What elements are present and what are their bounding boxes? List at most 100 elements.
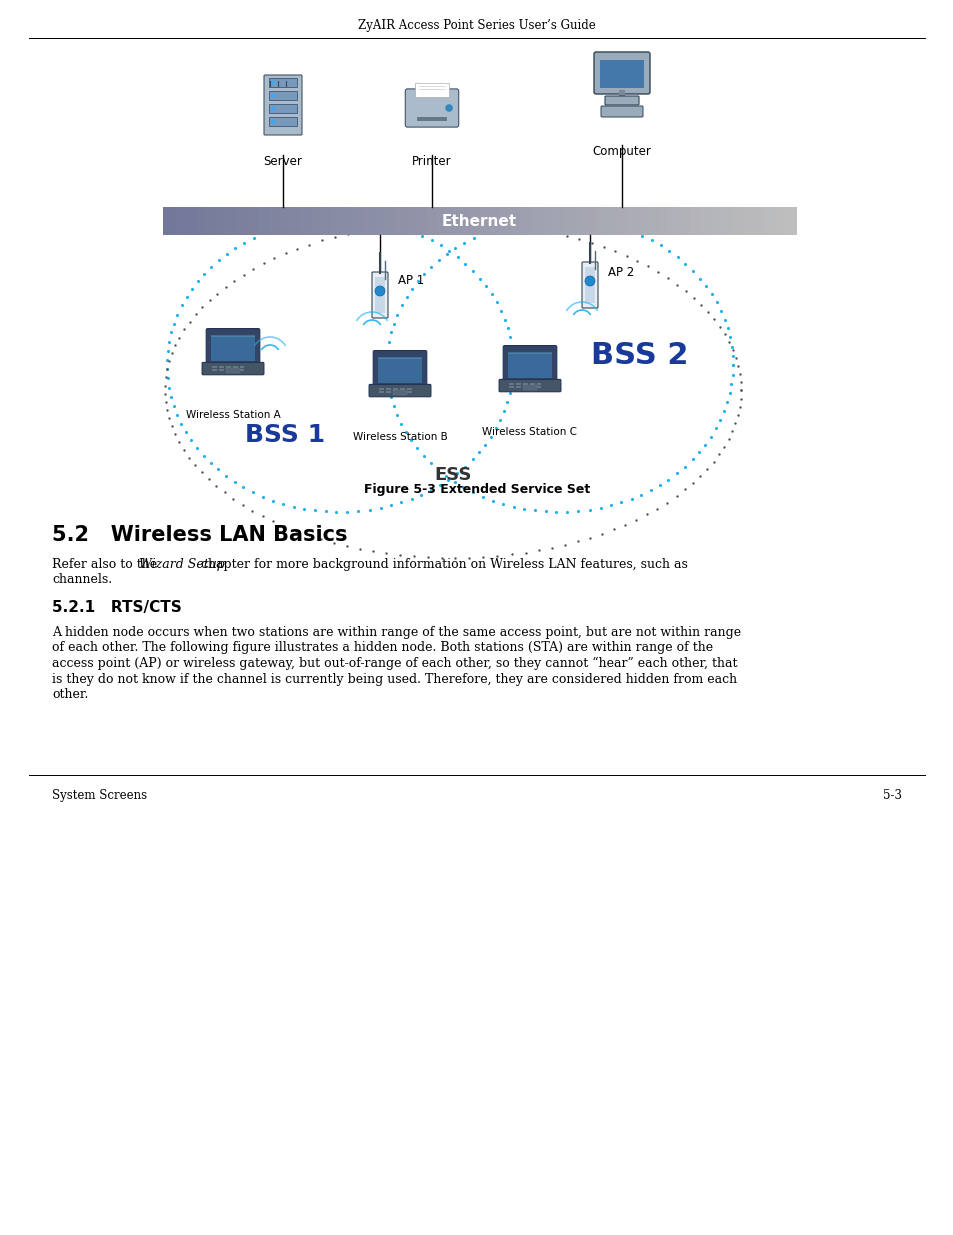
Bar — [563, 207, 575, 235]
Bar — [669, 207, 680, 235]
Point — [476, 214, 492, 233]
Bar — [784, 207, 796, 235]
Bar — [377, 357, 421, 359]
Point — [721, 327, 737, 347]
Bar — [511, 207, 522, 235]
Point — [629, 251, 644, 270]
Point — [277, 243, 293, 263]
Bar — [239, 369, 244, 372]
Point — [404, 279, 419, 299]
Point — [581, 210, 597, 230]
Point — [502, 327, 517, 347]
Point — [202, 290, 217, 310]
Point — [255, 253, 271, 273]
Point — [633, 485, 648, 505]
Point — [464, 261, 479, 280]
Point — [727, 348, 742, 368]
Bar — [163, 207, 174, 235]
Point — [613, 493, 628, 513]
FancyBboxPatch shape — [604, 96, 639, 105]
Point — [379, 368, 395, 388]
Point — [618, 246, 634, 266]
Point — [732, 389, 747, 409]
Bar — [271, 82, 274, 84]
Point — [447, 548, 462, 568]
Point — [706, 309, 721, 329]
Bar — [290, 207, 301, 235]
Point — [716, 437, 731, 457]
Bar — [516, 383, 520, 385]
Point — [318, 209, 334, 228]
Point — [362, 210, 377, 230]
Point — [464, 450, 479, 469]
Point — [421, 212, 436, 232]
Point — [218, 466, 233, 485]
Bar — [311, 207, 322, 235]
Circle shape — [375, 287, 385, 296]
Point — [386, 395, 401, 415]
Point — [226, 489, 241, 509]
Point — [496, 216, 511, 236]
Point — [711, 445, 726, 464]
Point — [227, 270, 242, 290]
Text: BSS 1: BSS 1 — [245, 424, 325, 447]
Point — [172, 327, 187, 347]
Bar — [508, 352, 551, 354]
Point — [178, 422, 193, 442]
Bar — [205, 207, 216, 235]
Bar — [379, 391, 383, 394]
Point — [548, 503, 563, 522]
Point — [717, 325, 732, 345]
Point — [254, 506, 270, 526]
Point — [702, 427, 718, 447]
Bar — [279, 207, 291, 235]
Bar — [530, 383, 534, 385]
Point — [731, 398, 746, 417]
Bar — [374, 207, 385, 235]
Point — [373, 498, 388, 517]
FancyBboxPatch shape — [581, 262, 598, 308]
Point — [660, 469, 676, 489]
Point — [713, 301, 728, 321]
Point — [693, 295, 708, 315]
Point — [560, 209, 576, 228]
Point — [203, 453, 218, 473]
Point — [410, 272, 425, 291]
Text: access point (AP) or wireless gateway, but out-of-range of each other, so they c: access point (AP) or wireless gateway, b… — [52, 657, 737, 671]
Point — [184, 431, 199, 451]
Point — [362, 500, 377, 520]
Text: ZyAIR Access Point Series User’s Guide: ZyAIR Access Point Series User’s Guide — [357, 19, 596, 32]
Bar — [219, 366, 224, 368]
Point — [724, 346, 740, 366]
Point — [537, 501, 553, 521]
Point — [194, 298, 210, 317]
Point — [499, 393, 515, 412]
Point — [699, 459, 714, 479]
Point — [227, 472, 242, 492]
Point — [639, 257, 655, 277]
Bar — [763, 207, 775, 235]
Bar — [239, 366, 244, 368]
Point — [392, 546, 407, 566]
Text: is they do not know if the channel is currently being used. Therefore, they are : is they do not know if the channel is cu… — [52, 673, 737, 685]
Point — [518, 217, 534, 237]
Point — [163, 387, 178, 406]
Bar — [479, 207, 491, 235]
Point — [433, 236, 448, 256]
Point — [559, 501, 575, 521]
Point — [504, 346, 519, 366]
Point — [652, 475, 667, 495]
Point — [496, 401, 511, 421]
Bar — [219, 369, 224, 372]
Point — [732, 372, 747, 391]
Text: Computer: Computer — [592, 144, 651, 158]
Bar — [599, 61, 643, 88]
Text: Server: Server — [263, 156, 302, 168]
Point — [266, 220, 281, 240]
Point — [661, 241, 677, 261]
Bar — [605, 207, 617, 235]
Point — [639, 504, 654, 524]
Point — [340, 209, 355, 228]
Point — [505, 496, 520, 516]
Point — [476, 547, 491, 567]
